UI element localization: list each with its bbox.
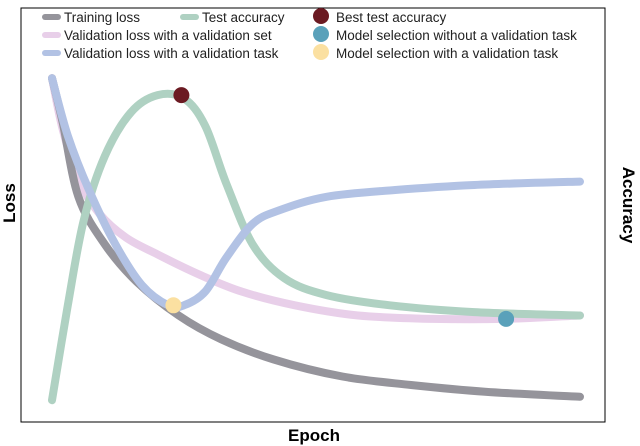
legend-swatch-sel-with [313,44,329,60]
series-line-training [48,74,584,401]
x-axis-title: Epoch [288,426,340,445]
legend-swatch-sel-without [313,26,329,42]
marker-best [173,87,190,104]
marker-sel-with [165,297,182,314]
y-axis-title-left: Loss [0,183,19,223]
legend-label-best: Best test accuracy [336,10,447,25]
curves [48,74,584,405]
legend-swatch-best [313,8,329,24]
legend-label-sel-with: Model selection with a validation task [336,46,558,61]
y-axis-title-right: Accuracy [619,167,638,244]
legend: Training loss Test accuracy Best test ac… [42,8,577,61]
legend-label-sel-without: Model selection without a validation tas… [336,28,577,43]
plot-frame [20,7,606,423]
series-line-test-acc [48,89,584,405]
legend-label-test-acc: Test accuracy [202,10,285,25]
marker-sel-without [498,310,515,327]
legend-label-training: Training loss [64,10,140,25]
legend-label-val-task: Validation loss with a validation task [64,46,279,61]
series-line-val-set [48,74,584,324]
markers [165,87,515,327]
series-line-val-task [48,74,584,312]
legend-label-val-set: Validation loss with a validation set [64,28,272,43]
